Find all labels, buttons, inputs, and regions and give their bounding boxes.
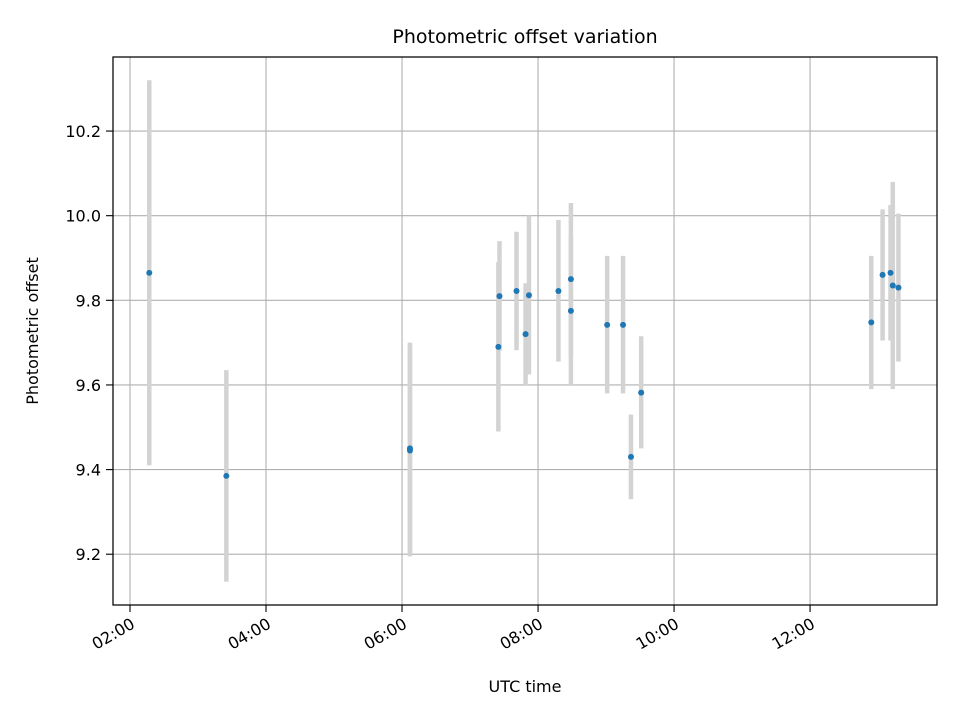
data-point (522, 331, 529, 338)
data-point (146, 269, 153, 276)
chart-title: Photometric offset variation (392, 26, 657, 48)
data-point (887, 269, 894, 276)
data-point (868, 319, 875, 326)
data-point (638, 389, 645, 396)
y-tick-label: 10.0 (65, 207, 101, 226)
data-point (223, 472, 230, 479)
y-tick-label: 9.2 (76, 545, 101, 564)
data-point (495, 343, 502, 350)
data-point (513, 288, 520, 295)
y-tick-label: 9.8 (76, 291, 101, 310)
data-point (627, 453, 634, 460)
data-point (895, 284, 902, 291)
y-axis-label: Photometric offset (23, 257, 42, 405)
data-point (406, 445, 413, 452)
plot-frame (112, 56, 938, 606)
x-axis-label: UTC time (489, 677, 562, 696)
y-tick-label: 9.6 (76, 376, 101, 395)
data-point (604, 321, 611, 328)
data-point (496, 293, 503, 300)
data-points (146, 269, 902, 479)
data-point (620, 321, 627, 328)
y-axis-ticks: 9.2 9.4 9.6 9.8 10.0 10.2 (65, 122, 113, 564)
data-point (555, 288, 562, 295)
y-tick-label: 10.2 (65, 122, 101, 141)
data-point (567, 307, 574, 314)
data-point (567, 276, 574, 283)
data-point (525, 292, 532, 299)
data-point (889, 282, 896, 289)
y-tick-label: 9.4 (76, 461, 101, 480)
data-point (879, 271, 886, 278)
